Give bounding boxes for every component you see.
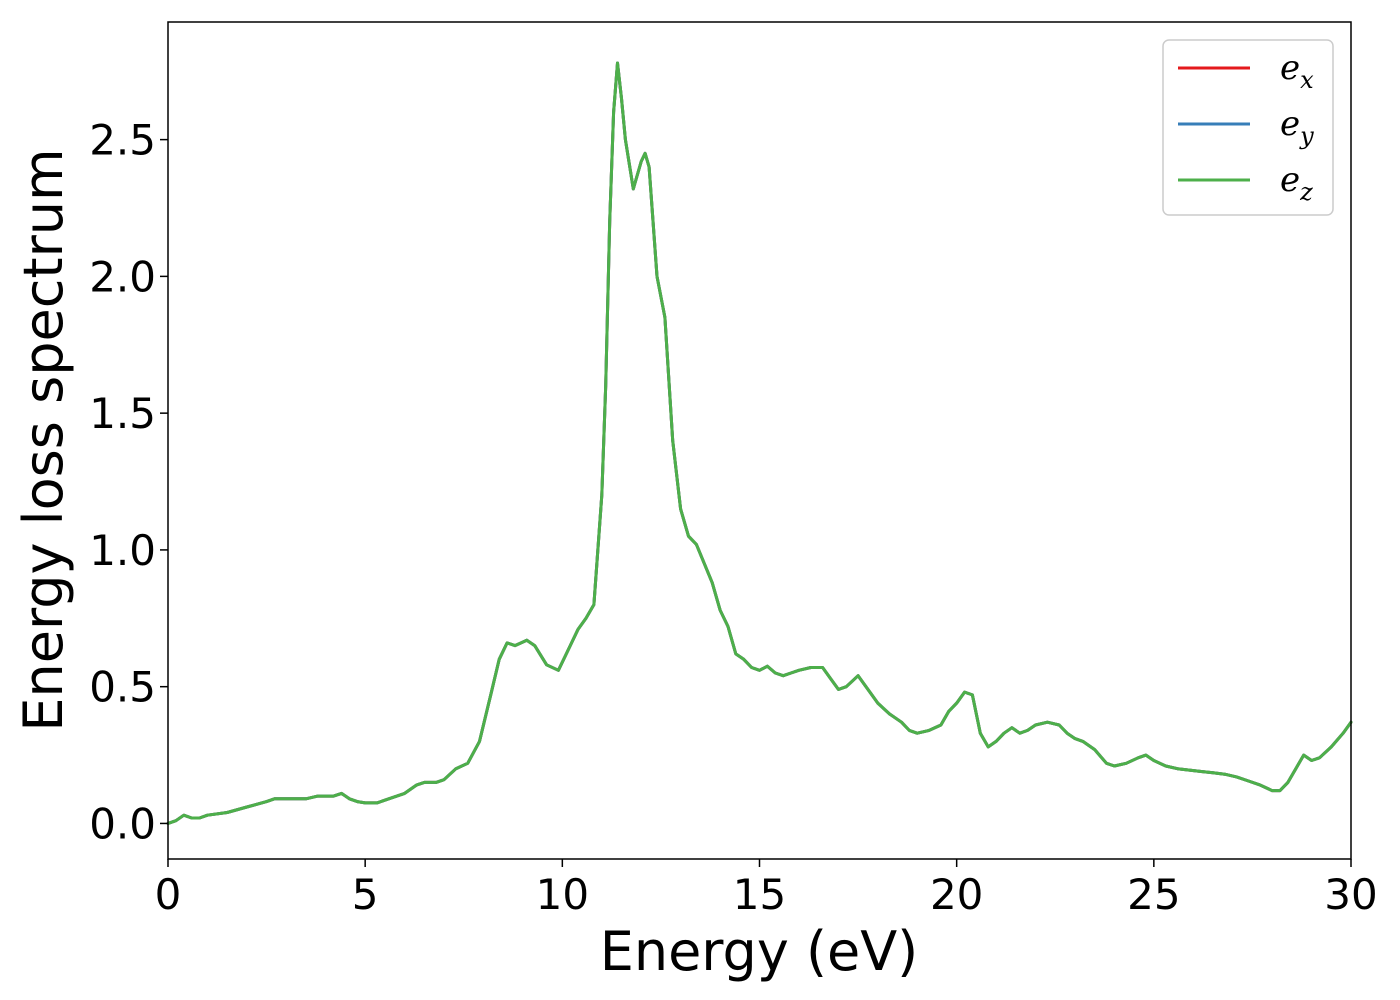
- series-layer: [166, 61, 1353, 825]
- legend-label-y: ey: [1280, 104, 1314, 150]
- legend-box: [1162, 39, 1334, 216]
- y-axis-ticks: 0.0 0.5 1.0 1.5 2.0 2.5: [89, 116, 168, 848]
- y-tick-label: 0.5: [89, 663, 156, 712]
- series-line-z: [166, 61, 1353, 825]
- x-axis-ticks: 0 5 10 15 20 25 30: [155, 859, 1378, 919]
- x-tick-label: 20: [930, 870, 983, 919]
- x-tick-label: 10: [536, 870, 589, 919]
- y-tick-label: 1.5: [89, 389, 156, 438]
- x-tick-label: 5: [352, 870, 379, 919]
- legend-label-z: ez: [1280, 160, 1313, 206]
- y-tick-label: 2.5: [89, 116, 156, 165]
- y-tick-label: 1.0: [89, 526, 156, 575]
- x-tick-label: 15: [733, 870, 786, 919]
- legend-items: ex ey ez: [1178, 48, 1314, 206]
- y-axis-label: Energy loss spectrum: [12, 148, 75, 731]
- y-tick-label: 2.0: [89, 252, 156, 301]
- y-tick-label: 0.0: [89, 799, 156, 848]
- x-tick-label: 0: [155, 870, 182, 919]
- x-tick-label: 25: [1127, 870, 1180, 919]
- x-tick-label: 30: [1324, 870, 1377, 919]
- legend: ex ey ez: [1162, 39, 1334, 216]
- legend-label-x: ex: [1280, 48, 1314, 94]
- x-axis-label: Energy (eV): [600, 920, 919, 983]
